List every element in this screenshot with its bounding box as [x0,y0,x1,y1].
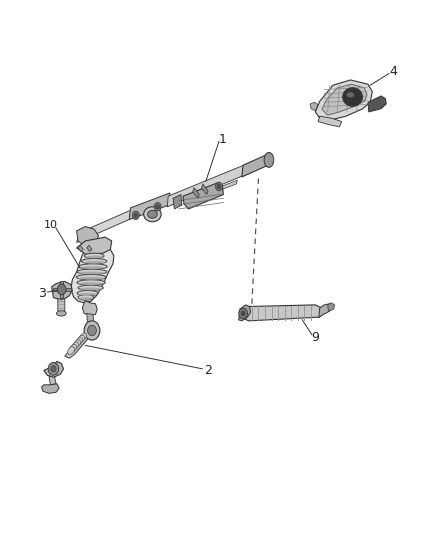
Ellipse shape [74,340,81,348]
Polygon shape [193,188,199,198]
Text: 9: 9 [311,331,319,344]
Polygon shape [322,84,367,115]
Polygon shape [60,281,63,298]
Polygon shape [58,298,65,314]
Ellipse shape [86,256,102,258]
Polygon shape [315,80,372,120]
Circle shape [51,366,56,372]
Ellipse shape [78,335,85,343]
Polygon shape [82,301,97,316]
Polygon shape [240,305,323,321]
Ellipse shape [72,342,78,350]
Polygon shape [71,248,114,303]
Ellipse shape [57,311,66,316]
Polygon shape [201,184,208,195]
Polygon shape [319,304,332,318]
Ellipse shape [84,253,104,259]
Ellipse shape [77,269,107,274]
Polygon shape [49,376,56,385]
Ellipse shape [76,274,106,280]
Circle shape [241,311,245,316]
Text: 1: 1 [219,133,226,146]
Ellipse shape [79,297,92,300]
Polygon shape [129,193,170,220]
Polygon shape [368,96,386,112]
Circle shape [88,325,96,336]
Ellipse shape [80,333,87,341]
Ellipse shape [76,337,82,345]
Ellipse shape [346,92,354,98]
Polygon shape [183,182,223,209]
Ellipse shape [343,88,363,107]
Polygon shape [44,361,64,377]
Circle shape [154,203,161,211]
Polygon shape [42,384,59,393]
Text: 3: 3 [38,287,46,300]
Polygon shape [87,245,92,252]
Ellipse shape [148,211,157,219]
Ellipse shape [77,280,105,285]
Polygon shape [328,303,335,311]
Polygon shape [65,332,94,358]
Polygon shape [318,116,342,127]
Polygon shape [239,305,251,321]
Polygon shape [167,164,246,207]
Circle shape [48,362,59,375]
Circle shape [156,205,159,209]
Polygon shape [87,313,94,325]
Circle shape [217,184,221,189]
Polygon shape [78,245,83,252]
Ellipse shape [79,282,103,285]
Polygon shape [52,281,72,300]
Ellipse shape [79,272,105,274]
Text: 2: 2 [204,364,212,377]
Ellipse shape [78,277,104,279]
Ellipse shape [83,261,105,263]
Text: 4: 4 [389,65,397,78]
Ellipse shape [67,346,74,354]
Ellipse shape [79,293,96,295]
Polygon shape [310,102,318,111]
Polygon shape [53,288,71,291]
Circle shape [134,213,138,217]
Circle shape [132,211,139,220]
Ellipse shape [70,344,77,352]
Polygon shape [77,237,112,254]
Ellipse shape [78,264,107,269]
Circle shape [215,182,223,191]
Polygon shape [77,227,99,245]
Text: 10: 10 [43,220,57,230]
Circle shape [57,284,66,295]
Polygon shape [77,209,134,243]
Ellipse shape [80,288,102,290]
Ellipse shape [81,266,105,269]
Ellipse shape [144,207,161,222]
Circle shape [84,321,100,340]
Ellipse shape [78,285,103,290]
Polygon shape [242,154,269,177]
Ellipse shape [77,290,98,296]
Ellipse shape [78,295,94,300]
Circle shape [239,308,247,319]
Ellipse shape [81,259,107,264]
Polygon shape [173,195,182,209]
Ellipse shape [264,152,274,167]
Polygon shape [199,180,237,198]
